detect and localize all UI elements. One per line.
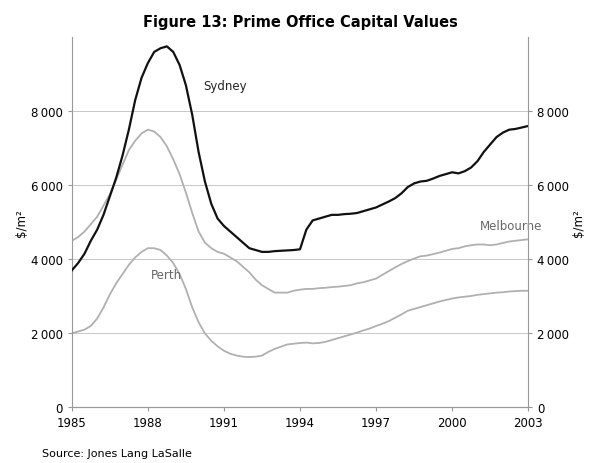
Text: Sydney: Sydney bbox=[203, 80, 247, 93]
Text: Perth: Perth bbox=[151, 268, 182, 281]
Y-axis label: $/m²: $/m² bbox=[15, 209, 28, 237]
Title: Figure 13: Prime Office Capital Values: Figure 13: Prime Office Capital Values bbox=[143, 15, 457, 30]
Y-axis label: $/m²: $/m² bbox=[572, 209, 585, 237]
Text: Melbourne: Melbourne bbox=[480, 220, 542, 233]
Text: Source: Jones Lang LaSalle: Source: Jones Lang LaSalle bbox=[42, 448, 192, 458]
